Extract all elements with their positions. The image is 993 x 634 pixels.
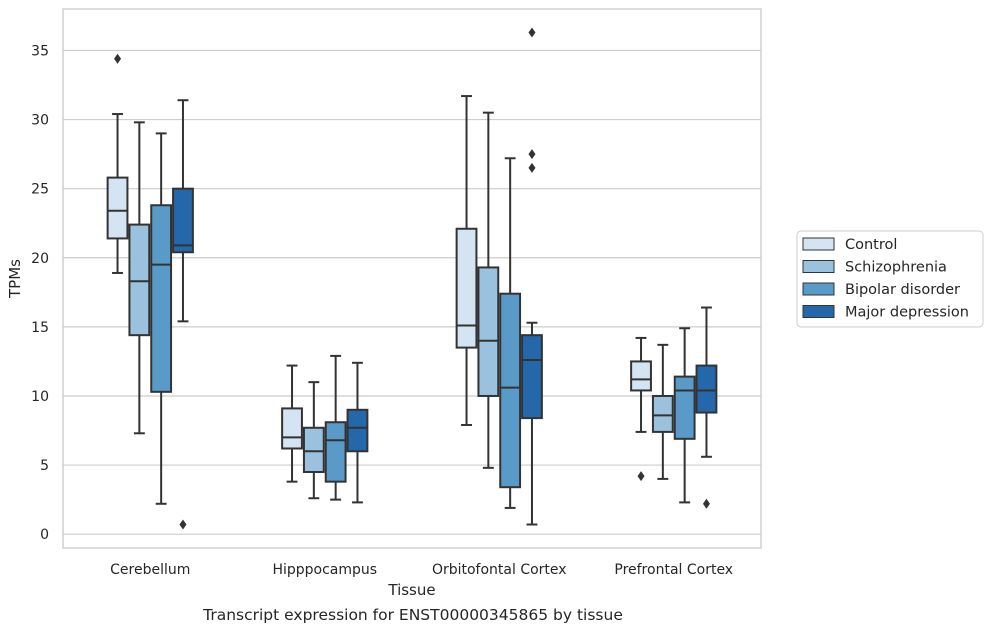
- box-iqr: [455, 227, 478, 349]
- box-major-depression: [172, 99, 194, 530]
- y-tick-label: 20: [31, 251, 49, 267]
- legend-label: Major depression: [845, 305, 969, 321]
- box-iqr: [477, 266, 500, 397]
- box-iqr: [695, 364, 718, 414]
- box-iqr: [521, 334, 543, 420]
- box-iqr: [281, 407, 303, 450]
- legend-swatch: [802, 282, 835, 296]
- box-iqr: [302, 426, 325, 473]
- y-tick-label: 10: [31, 389, 49, 405]
- box-iqr: [673, 375, 696, 440]
- box-bipolar-disorder: [673, 327, 696, 504]
- y-tick-label: 30: [31, 113, 49, 129]
- box-iqr: [324, 421, 347, 483]
- outlier-point: [114, 53, 122, 64]
- legend-swatch: [802, 237, 835, 251]
- outlier-point: [179, 519, 187, 530]
- box-iqr: [651, 394, 674, 433]
- legend-swatch: [802, 305, 835, 318]
- box-major-depression: [695, 306, 718, 509]
- legend-label: Control: [845, 237, 897, 253]
- box-schizophrenia: [302, 381, 325, 500]
- y-tick-label: 5: [40, 458, 49, 474]
- x-tick-label: Cerebellum: [110, 562, 190, 578]
- legend-frame: [796, 230, 984, 328]
- box-control: [630, 336, 652, 482]
- y-tick-label: 35: [31, 43, 49, 59]
- box-bipolar-disorder: [150, 132, 173, 505]
- box-iqr: [499, 292, 522, 489]
- box-major-depression: [521, 27, 543, 526]
- box-major-depression: [346, 361, 369, 504]
- y-axis-label: TPMs: [6, 259, 24, 299]
- box-schizophrenia: [651, 343, 674, 480]
- box-schizophrenia: [128, 121, 151, 435]
- legend-label: Bipolar disorder: [845, 282, 960, 298]
- box-iqr: [172, 187, 194, 254]
- outlier-point: [528, 27, 536, 38]
- box-iqr: [346, 408, 369, 453]
- legend-swatch: [802, 260, 835, 273]
- box-iqr: [150, 204, 173, 393]
- box-bipolar-disorder: [324, 354, 347, 501]
- box-control: [106, 53, 129, 274]
- box-iqr: [106, 176, 129, 240]
- x-tick-label: Prefrontal Cortex: [614, 562, 733, 578]
- legend-label: Schizophrenia: [845, 260, 947, 276]
- box-control: [455, 95, 478, 426]
- box-plots: [106, 27, 718, 530]
- x-tick-label: Hipppocampus: [272, 562, 377, 578]
- box-control: [281, 364, 303, 483]
- box-bipolar-disorder: [499, 157, 522, 509]
- legend: Control Schizophrenia Bipolar disorder Majo…: [796, 230, 984, 328]
- plot-frame: [62, 8, 762, 549]
- x-tick-label: Orbitofontal Cortex: [432, 562, 567, 578]
- y-tick-label: 0: [40, 527, 49, 543]
- outlier-point: [528, 162, 536, 173]
- outlier-point: [637, 471, 645, 482]
- x-axis-label: Tissue: [387, 581, 435, 599]
- y-tick-label: 15: [31, 320, 49, 336]
- figure-caption: Transcript expression for ENST0000034586…: [203, 606, 623, 624]
- box-iqr: [128, 223, 151, 337]
- box-schizophrenia: [477, 111, 500, 469]
- outlier-point: [528, 149, 536, 160]
- x-tick-labels: Cerebellum Hipppocampus Orbitofontal Corte…: [110, 562, 733, 578]
- y-tick-label: 25: [31, 182, 49, 198]
- outlier-point: [702, 498, 710, 509]
- y-tick-labels: 0 5 10 15 20 25 30 35: [31, 43, 49, 543]
- box-iqr: [630, 360, 652, 392]
